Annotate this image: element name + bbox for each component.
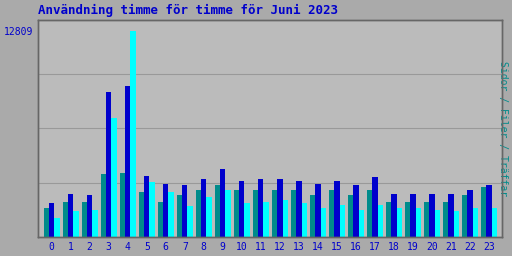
Bar <box>473 208 478 237</box>
Bar <box>44 208 49 237</box>
Bar <box>283 200 288 237</box>
Bar <box>163 184 168 237</box>
Bar <box>334 181 339 237</box>
Bar <box>182 186 187 237</box>
Bar <box>291 190 296 237</box>
Bar <box>405 201 410 237</box>
Bar <box>101 174 106 237</box>
Bar <box>377 205 383 237</box>
Bar <box>329 190 334 237</box>
Bar <box>225 190 231 237</box>
Bar <box>215 186 220 237</box>
Bar <box>296 181 302 237</box>
Bar <box>391 194 397 237</box>
Bar <box>310 195 315 237</box>
Bar <box>177 195 182 237</box>
Bar <box>87 195 92 237</box>
Bar <box>449 194 454 237</box>
Bar <box>277 179 283 237</box>
Bar <box>125 86 131 237</box>
Bar <box>239 181 245 237</box>
Bar <box>220 169 225 237</box>
Bar <box>264 201 269 237</box>
Bar <box>92 210 98 237</box>
Bar <box>410 194 416 237</box>
Bar <box>234 190 239 237</box>
Bar <box>492 208 497 237</box>
Bar <box>467 190 473 237</box>
Bar <box>416 208 421 237</box>
Bar <box>201 179 206 237</box>
Bar <box>372 177 377 237</box>
Bar <box>367 190 372 237</box>
Bar <box>168 192 174 237</box>
Bar <box>397 208 402 237</box>
Bar <box>68 194 73 237</box>
Bar <box>315 184 321 237</box>
Bar <box>245 203 250 237</box>
Bar <box>131 31 136 237</box>
Bar <box>358 210 364 237</box>
Bar <box>253 190 258 237</box>
Bar <box>321 208 326 237</box>
Bar <box>435 210 440 237</box>
Bar <box>54 218 60 237</box>
Bar <box>112 118 117 237</box>
Bar <box>272 190 277 237</box>
Bar <box>353 186 358 237</box>
Bar <box>462 195 467 237</box>
Bar <box>302 203 307 237</box>
Bar <box>187 206 193 237</box>
Bar <box>144 176 150 237</box>
Bar <box>481 187 486 237</box>
Bar <box>454 211 459 237</box>
Bar <box>49 203 54 237</box>
Text: Användning timme för timme för Juni 2023: Användning timme för timme för Juni 2023 <box>38 4 338 17</box>
Bar <box>424 201 429 237</box>
Bar <box>429 194 435 237</box>
Bar <box>339 205 345 237</box>
Bar <box>258 179 264 237</box>
Bar <box>120 173 125 237</box>
Bar <box>106 92 112 237</box>
Bar <box>73 211 79 237</box>
Bar <box>150 182 155 237</box>
Bar <box>139 192 144 237</box>
Bar <box>82 201 87 237</box>
Bar <box>486 186 492 237</box>
Bar <box>348 195 353 237</box>
Bar <box>386 201 391 237</box>
Bar <box>158 201 163 237</box>
Bar <box>443 201 449 237</box>
Bar <box>63 201 68 237</box>
Bar <box>206 197 212 237</box>
Y-axis label: Sidor / Filer / Träffar: Sidor / Filer / Träffar <box>498 61 508 196</box>
Bar <box>196 190 201 237</box>
